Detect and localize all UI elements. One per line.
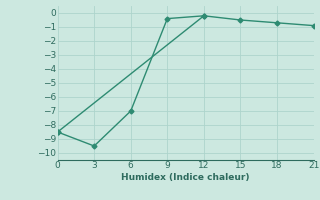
X-axis label: Humidex (Indice chaleur): Humidex (Indice chaleur): [121, 173, 250, 182]
